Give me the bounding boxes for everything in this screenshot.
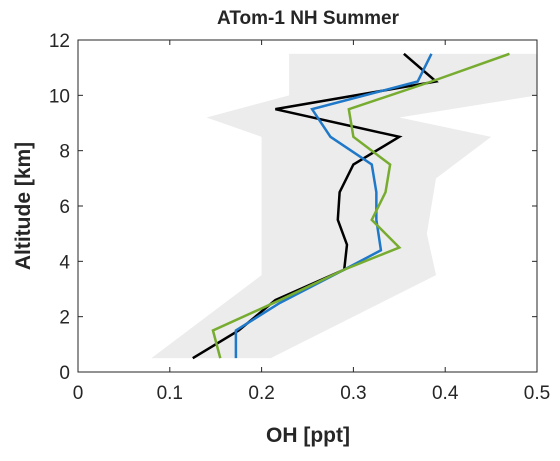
y-tick-label: 12 — [49, 31, 70, 52]
x-tick-label: 0.1 — [157, 383, 183, 404]
y-tick-label: 8 — [59, 142, 70, 163]
y-tick-label: 6 — [59, 197, 70, 218]
x-tick-label: 0 — [73, 383, 84, 404]
y-axis-label: Altitude [km] — [12, 142, 35, 270]
y-tick-label: 4 — [59, 252, 70, 273]
x-tick-label: 0.3 — [340, 383, 366, 404]
y-tick-label: 2 — [59, 308, 70, 329]
range-band — [151, 53, 537, 359]
chart-title: ATom-1 NH Summer — [217, 8, 400, 29]
x-tick-label: 0.2 — [248, 383, 274, 404]
x-tick-label: 0.5 — [524, 383, 550, 404]
y-tick-label: 0 — [59, 363, 70, 384]
y-tick-label: 10 — [49, 86, 70, 107]
x-tick-label: 0.4 — [432, 383, 459, 404]
line — [211, 52, 510, 359]
line — [234, 53, 433, 359]
x-axis-label: OH [ppt] — [266, 424, 350, 447]
